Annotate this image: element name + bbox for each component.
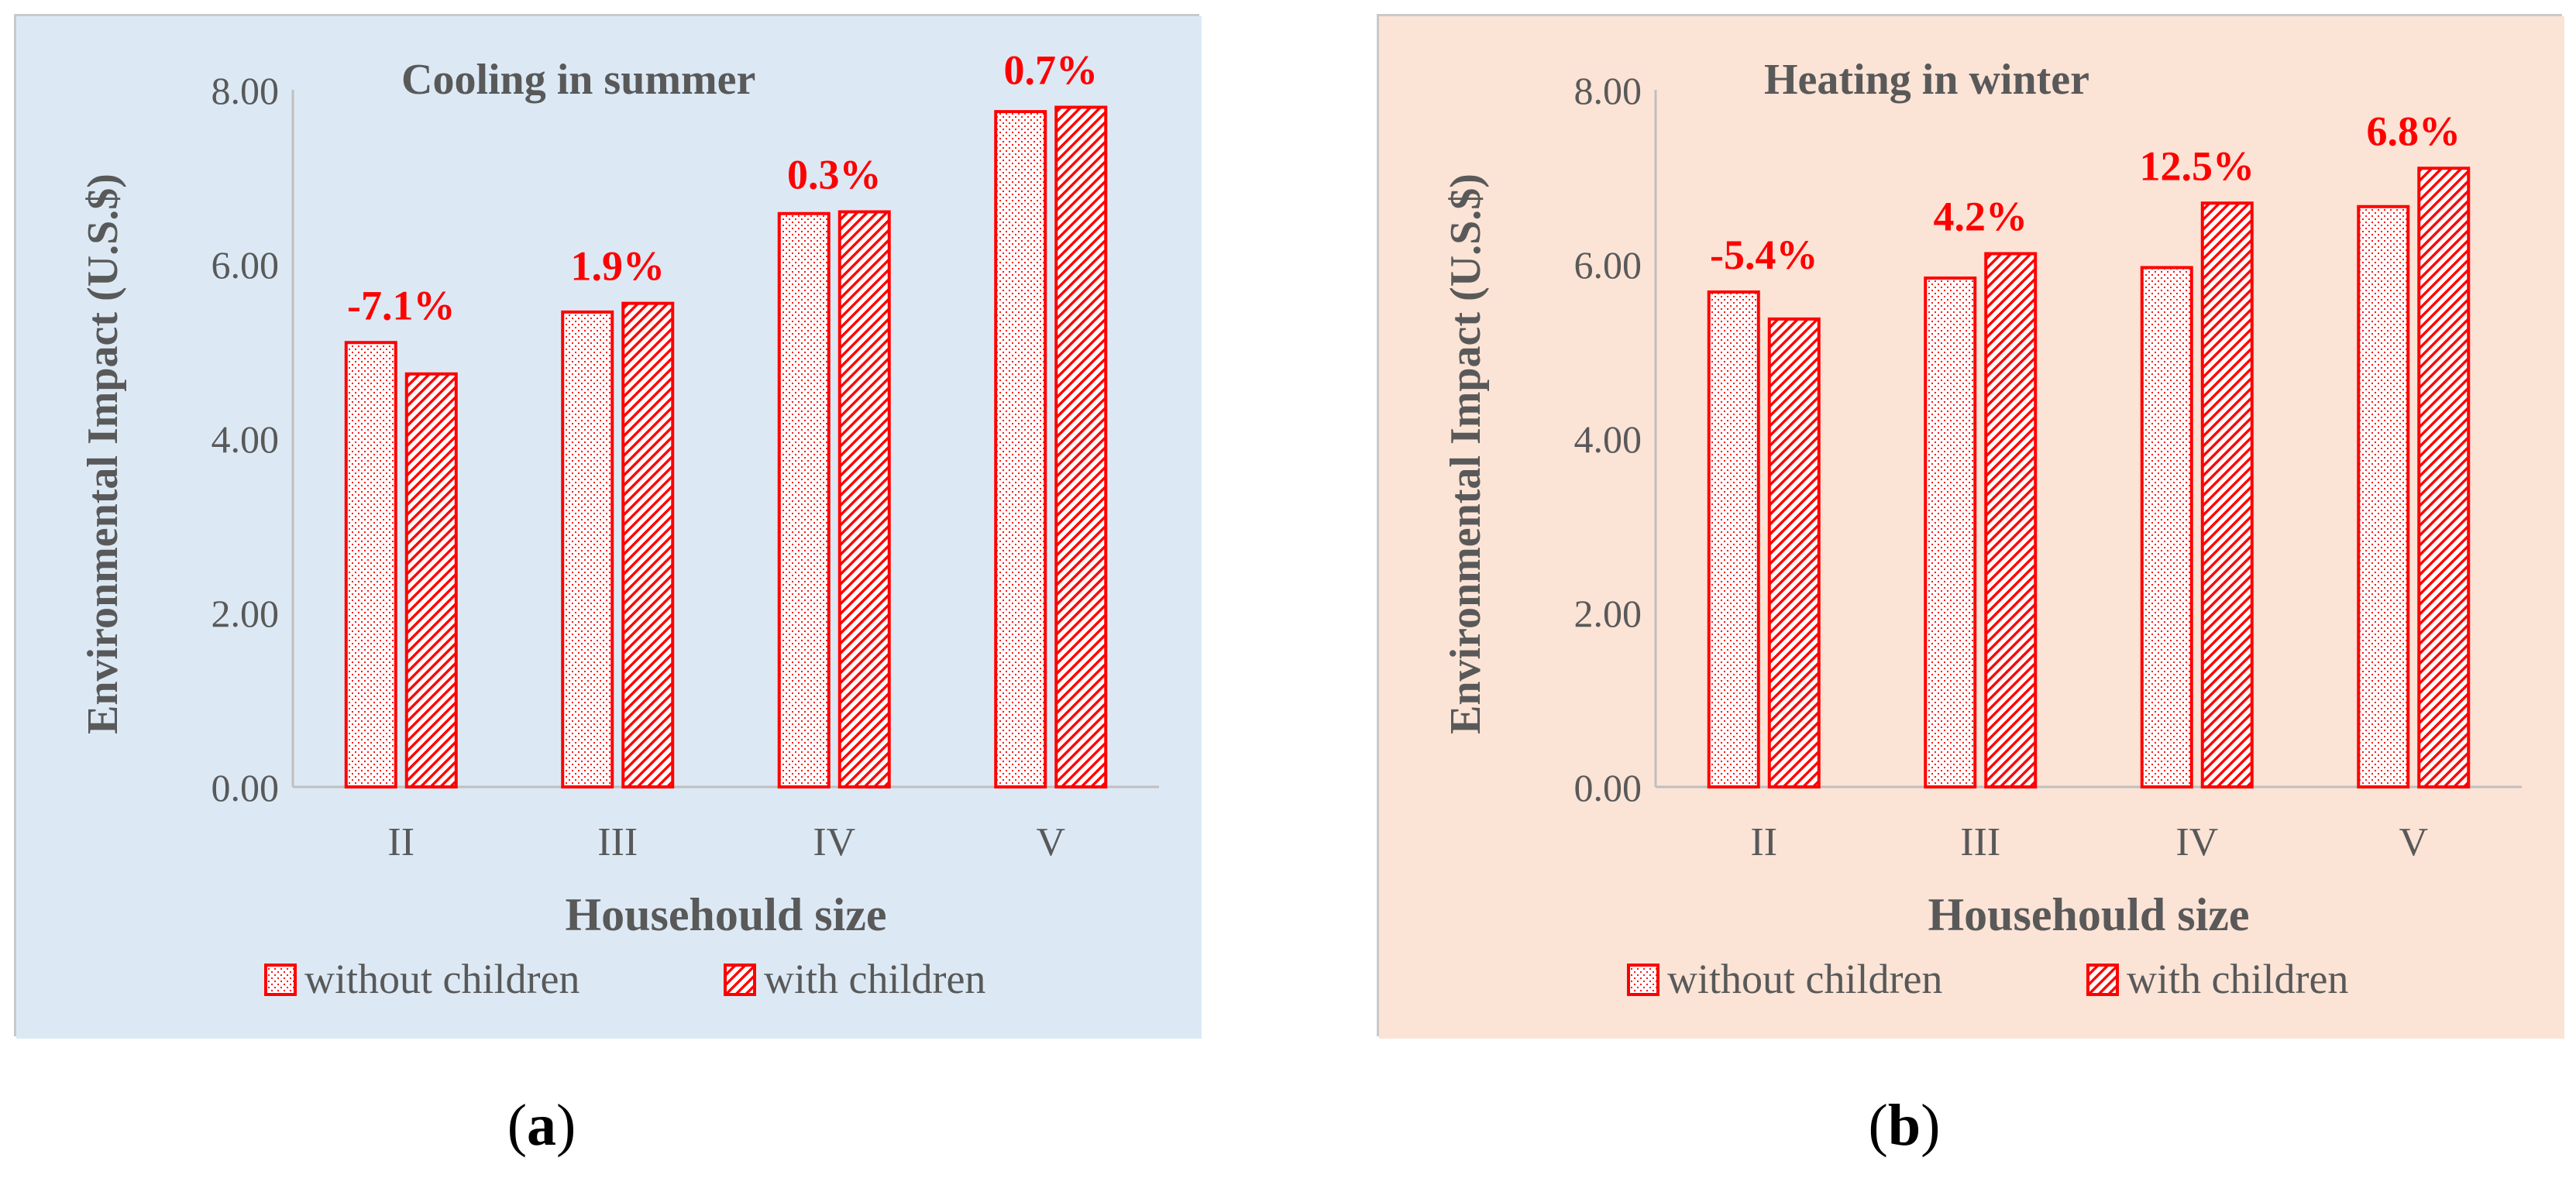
bar-with-children-ii <box>404 372 458 788</box>
dotted-pattern-swatch-icon <box>264 964 297 996</box>
bar-with-children-ii <box>1767 317 1821 788</box>
caption-b-close: ) <box>1921 1093 1941 1158</box>
diagonal-hatch-swatch-icon <box>724 964 756 996</box>
chart-panel-a: 0.00 2.00 4.00 6.00 8.00 II -7.1% III 1.9% IV 0.3%… <box>14 14 1202 1039</box>
caption-b: (b) <box>1827 1092 1982 1159</box>
y-tick-label: 8.00 <box>1574 69 1642 112</box>
x-tick-label: III <box>597 820 638 864</box>
percent-annotation: 1.9% <box>571 243 665 290</box>
bar-without-children-iii <box>561 310 614 788</box>
x-tick-label: III <box>1960 820 2000 864</box>
percent-annotation: 4.2% <box>1934 194 2028 240</box>
diagonal-hatch-swatch-icon <box>2086 964 2119 996</box>
bar-without-children-iv <box>777 211 831 788</box>
caption-a-letter: a <box>527 1093 556 1158</box>
legend-label-with-children: with children <box>764 956 985 1002</box>
percent-annotation: 12.5% <box>2140 143 2255 189</box>
legend-label-with-children: with children <box>2127 956 2348 1002</box>
x-tick-label: II <box>1750 820 1777 864</box>
bar-with-children-iii <box>621 301 675 788</box>
y-tick-label: 8.00 <box>212 69 280 112</box>
y-tick-label: 0.00 <box>212 766 280 809</box>
bar-with-children-iii <box>1984 252 2038 788</box>
legend-label-without-children: without children <box>1667 956 1942 1002</box>
y-tick-label: 6.00 <box>1574 243 1642 287</box>
bar-without-children-iii <box>1924 277 1977 788</box>
percent-annotation: -5.4% <box>1710 232 1818 278</box>
caption-a: (a) <box>464 1092 619 1159</box>
bar-with-children-iv <box>837 210 891 788</box>
y-axis-label: Environmental Impact (U.S.$) <box>79 173 127 734</box>
y-tick-label: 6.00 <box>212 243 280 287</box>
y-tick-label: 0.00 <box>1574 766 1642 809</box>
bar-with-children-v <box>1054 105 1108 788</box>
x-tick-label: V <box>2399 820 2428 864</box>
bar-without-children-ii <box>1707 290 1760 788</box>
y-tick-label: 4.00 <box>212 417 280 461</box>
x-tick-label: V <box>1036 820 1065 864</box>
x-tick-label: II <box>387 820 414 864</box>
chart-svg-b: 0.00 2.00 4.00 6.00 8.00 II -5.4% III 4.2% IV 12.5… <box>1379 16 2564 1039</box>
y-axis-label: Environmental Impact (U.S.$) <box>1442 173 1490 734</box>
caption-b-letter: b <box>1887 1093 1921 1158</box>
bar-without-children-iv <box>2140 266 2193 788</box>
caption-b-open: ( <box>1868 1093 1888 1158</box>
y-tick-label: 2.00 <box>1574 592 1642 635</box>
percent-annotation: 0.7% <box>1004 47 1099 94</box>
bar-with-children-iv <box>2200 201 2254 788</box>
percent-annotation: 6.8% <box>2367 108 2461 154</box>
chart-title: Heating in winter <box>1764 56 2089 104</box>
x-tick-label: IV <box>2175 820 2218 864</box>
percent-annotation: -7.1% <box>347 282 455 328</box>
chart-title: Cooling in summer <box>401 56 755 104</box>
y-tick-label: 4.00 <box>1574 417 1642 461</box>
bar-with-children-v <box>2417 167 2471 788</box>
y-tick-label: 2.00 <box>212 592 280 635</box>
bar-without-children-v <box>994 110 1047 788</box>
dotted-pattern-swatch-icon <box>1627 964 1659 996</box>
chart-svg-a: 0.00 2.00 4.00 6.00 8.00 II -7.1% III 1.9% IV 0.3%… <box>16 16 1202 1039</box>
caption-a-open: ( <box>507 1093 527 1158</box>
percent-annotation: 0.3% <box>787 152 882 198</box>
bar-without-children-ii <box>344 341 397 788</box>
x-axis-label: Househould size <box>1928 889 2249 940</box>
bar-without-children-v <box>2357 204 2410 788</box>
caption-a-close: ) <box>556 1093 576 1158</box>
x-axis-label: Househould size <box>565 889 886 940</box>
x-tick-label: IV <box>813 820 855 864</box>
chart-panel-b: 0.00 2.00 4.00 6.00 8.00 II -5.4% III 4.2% IV 12.5… <box>1377 14 2564 1039</box>
legend-label-without-children: without children <box>304 956 580 1002</box>
